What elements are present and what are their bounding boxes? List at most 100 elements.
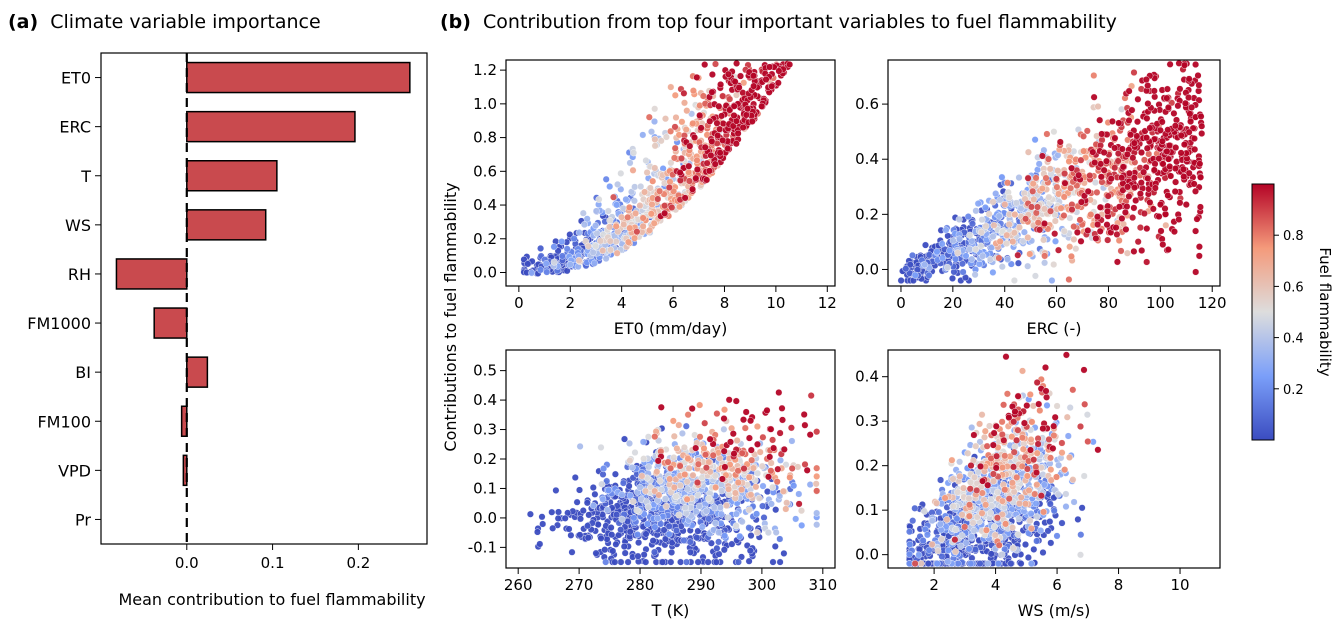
scatter-point [735,84,743,92]
scatter-point [943,516,951,524]
scatter-point [958,532,966,540]
scatter-point [813,428,821,436]
scatter-point [1195,243,1203,251]
scatter-point [982,501,990,509]
scatter-point [726,106,734,114]
scatter-point [1133,118,1141,126]
scatter-point [1102,157,1110,165]
scatter-point [1090,93,1098,101]
scatter-point [949,274,957,282]
scatter-point [981,203,989,211]
scatter-point [1053,532,1061,540]
scatter-point [984,560,992,568]
scatter-point [603,477,611,485]
scatter-point [966,231,974,239]
scatter-point [580,221,588,229]
scatter-point [693,73,701,81]
scatter-point [994,488,1002,496]
scatter-point [1196,203,1204,211]
scatter-point [639,438,647,446]
scatter-point [1077,198,1085,206]
scatter-point [919,537,927,545]
scatter-point [803,466,811,474]
scatter-point [1098,130,1106,138]
scatter-point [1143,114,1151,122]
scatter-point [1198,122,1206,130]
scatter-point [740,465,748,473]
y-tick-label: 0.4 [855,150,879,168]
scatter-point [739,123,747,131]
scatter-point [1190,134,1198,142]
scatter-point [1048,277,1056,285]
scatter-point [971,473,979,481]
scatter-point [676,169,684,177]
scatter-point [933,560,941,568]
x-tick-label: 20 [943,294,962,312]
scatter-point [1023,472,1031,480]
scatter-point [656,477,664,485]
scatter-point [539,520,547,528]
scatter-point [639,214,647,222]
scatter-point [670,154,678,162]
scatter-point [1003,239,1011,247]
scatter-point [694,460,702,468]
scatter-point [1185,75,1193,83]
scatter-point [1103,221,1111,229]
scatter-point [1034,440,1042,448]
scatter-point [1185,169,1193,177]
x-tick-label: 0 [896,294,906,312]
scatter-point [694,558,702,566]
scatter-point [734,129,742,137]
scatter-point [528,269,536,277]
scatter-point [979,252,987,260]
scatter-point [928,517,936,525]
scatter-point [952,526,960,534]
scatter-point [705,515,713,523]
scatter-point [1033,449,1041,457]
scatter-point [991,531,999,539]
scatter-point [747,417,755,425]
scatter-point [1051,230,1059,238]
panel-a-letter: (a) [8,11,38,33]
scatter-point [1003,390,1011,398]
scatter-point [762,75,770,83]
scatter-point [657,403,665,411]
scatter-point [745,506,753,514]
scatter-point [675,421,683,429]
scatter-point [1137,179,1145,187]
scatter-point [666,475,674,483]
scatter-point [1024,262,1032,270]
scatter-point [968,255,976,263]
scatter-point [1181,99,1189,107]
scatter-point [716,149,724,157]
scatter-point [1060,193,1068,201]
scatter-point [636,202,644,210]
scatter-point [1017,560,1025,568]
scatter-point [1065,276,1073,284]
y-tick-label: 1.0 [473,95,497,113]
scatter-point [1027,436,1035,444]
scatter-point [576,442,584,450]
scatter-point [606,182,614,190]
scatter-point [1192,61,1200,69]
scatter-point [1013,436,1021,444]
scatter-point [755,494,763,502]
scatter-point [612,222,620,230]
scatter-point [1172,144,1180,152]
scatter-point [1090,71,1098,79]
scatter-point [1060,227,1068,235]
scatter-point [661,202,669,210]
scatter-point [1093,213,1101,221]
scatter-point [1192,227,1200,235]
scatter-point [1056,138,1064,146]
scatter-plot-t: 260 270 280 290 300 310-0.10.00.10.20.30.40.5… [468,349,837,620]
scatter-point [713,410,721,418]
scatter-point [657,520,665,528]
scatter-point [688,405,696,413]
scatter-point [1023,465,1031,473]
scatter-point [989,470,997,478]
scatter-point [1036,407,1044,415]
scatter-point [692,174,700,182]
scatter-point [1097,160,1105,168]
scatter-point [702,451,710,459]
